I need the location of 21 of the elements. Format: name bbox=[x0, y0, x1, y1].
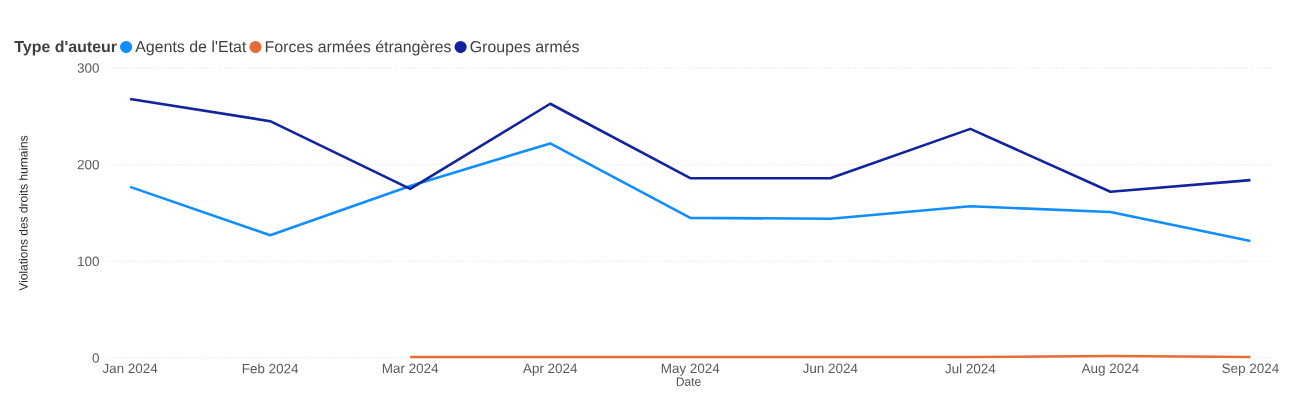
line-series bbox=[128, 142, 1252, 243]
x-tick-label: Mar 2024 bbox=[382, 363, 439, 374]
y-tick-label: 300 bbox=[77, 63, 99, 73]
x-tick-label: Jul 2024 bbox=[945, 363, 996, 374]
x-tick-label: May 2024 bbox=[661, 363, 720, 376]
x-tick-label: Sep 2024 bbox=[1222, 363, 1279, 376]
legend-label: Forces armées étrangères bbox=[265, 40, 451, 56]
x-axis-title: Date bbox=[676, 377, 701, 386]
y-tick-label: 200 bbox=[77, 159, 99, 170]
x-tick-label: Aug 2024 bbox=[1081, 363, 1139, 376]
x-tick-label: Jun 2024 bbox=[802, 363, 858, 374]
y-tick-label: 0 bbox=[92, 353, 99, 363]
y-axis-title: Violations des droits humains bbox=[18, 135, 28, 291]
legend-title: Type d'auteur bbox=[14, 40, 117, 56]
x-tick-label: Apr 2024 bbox=[522, 363, 578, 376]
x-tick-label: Feb 2024 bbox=[242, 363, 299, 374]
x-tick-label: Jan 2024 bbox=[102, 363, 158, 374]
legend-label: Groupes armés bbox=[470, 40, 579, 56]
legend-label: Agents de l'Etat bbox=[135, 40, 247, 56]
line-series bbox=[128, 97, 1252, 194]
y-tick-label: 100 bbox=[78, 256, 99, 267]
